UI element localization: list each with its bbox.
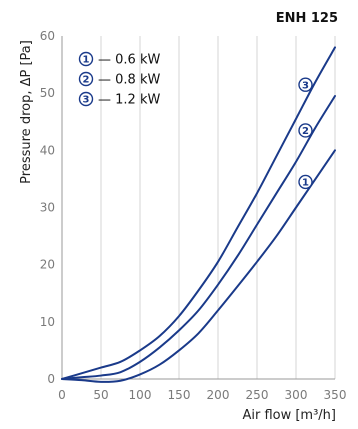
marker-circle	[78, 71, 94, 87]
legend-marker-3: 3	[78, 91, 94, 107]
x-tick-label: 50	[93, 388, 108, 402]
series-marker-1: 1	[298, 174, 313, 190]
x-tick-label: 100	[129, 388, 152, 402]
marker-circle	[298, 123, 313, 138]
x-tick-label: 150	[168, 388, 191, 402]
y-tick-label: 20	[40, 258, 55, 272]
marker-number: 3	[302, 80, 309, 91]
legend: 1 — 0.6 kW 2 — 0.8 kW 3 — 1.2 kW	[78, 51, 160, 108]
marker-number: 3	[83, 95, 90, 106]
legend-marker-1: 1	[78, 51, 94, 67]
marker-circle	[78, 51, 94, 67]
legend-label-2: — 0.8 kW	[98, 73, 160, 88]
marker-number: 1	[83, 55, 90, 66]
axes	[61, 36, 335, 380]
series-line-1	[61, 149, 336, 383]
y-tick-label: 0	[47, 372, 55, 386]
legend-marker-2: 2	[78, 71, 94, 87]
marker-number: 1	[302, 178, 309, 189]
series-lines: 1 2 3	[61, 46, 336, 383]
legend-label-1: — 0.6 kW	[98, 53, 160, 68]
series-marker-3: 3	[298, 77, 313, 92]
y-tick-label: 60	[40, 29, 55, 43]
series-line-3	[61, 46, 336, 380]
marker-circle	[298, 174, 313, 190]
x-axis-label: Air flow [m³/h]	[242, 408, 336, 423]
y-axis-label: Pressure drop, ΔP [Pa]	[19, 40, 34, 184]
y-tick-label: 30	[40, 201, 55, 215]
x-tick-label: 0	[58, 388, 66, 402]
tick-labels: 0 50 100 150 200 250 300 350 0 10 20 30 40 50 60	[40, 29, 347, 402]
series-line-2	[61, 95, 336, 380]
x-tick-label: 300	[285, 388, 308, 402]
y-tick-label: 10	[40, 315, 55, 329]
legend-label-3: — 1.2 kW	[98, 93, 160, 108]
y-tick-label: 40	[40, 143, 55, 157]
x-tick-label: 250	[246, 388, 269, 402]
x-tick-label: 200	[207, 388, 230, 402]
marker-number: 2	[83, 75, 90, 86]
x-tick-label: 350	[324, 388, 347, 402]
marker-circle	[298, 77, 313, 92]
marker-circle	[78, 91, 94, 107]
marker-number: 2	[302, 126, 309, 137]
series-marker-2: 2	[298, 123, 313, 138]
y-tick-label: 50	[40, 86, 55, 100]
chart-title: ENH 125	[276, 11, 338, 26]
